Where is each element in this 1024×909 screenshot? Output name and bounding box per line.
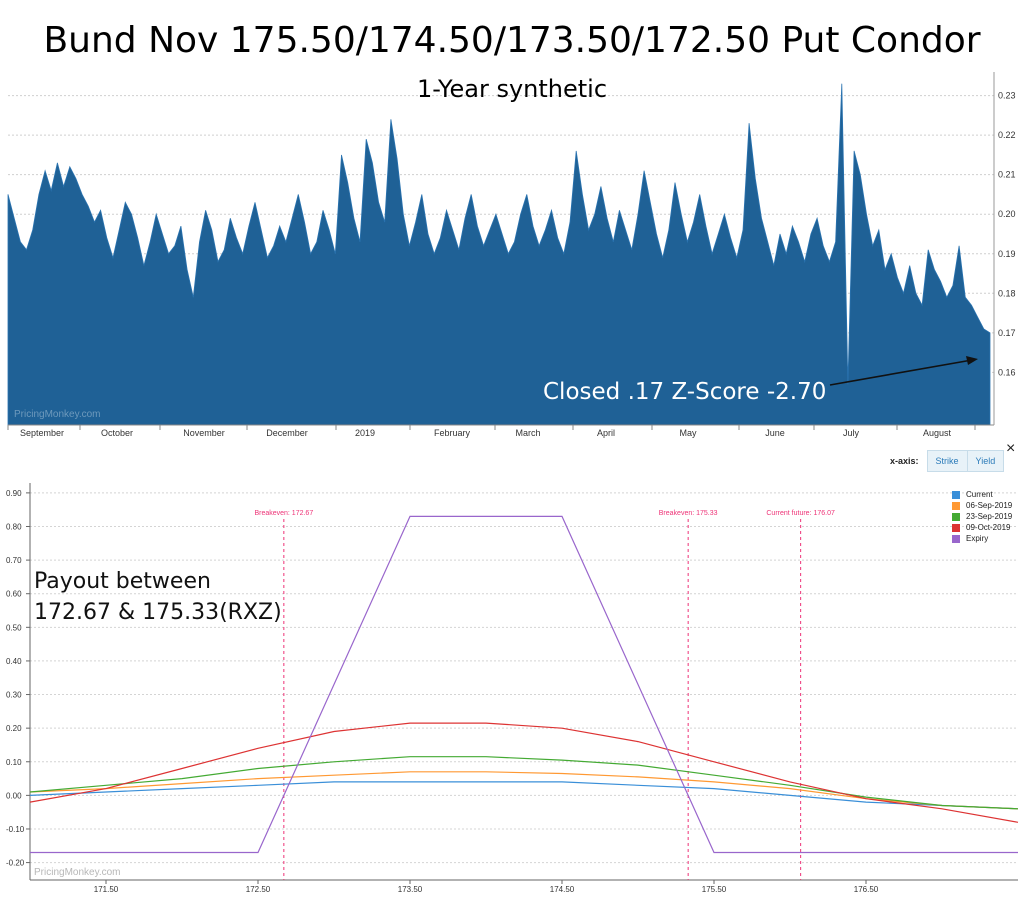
top-y-tick-label: 0.17: [998, 328, 1016, 338]
legend-label: 23-Sep-2019: [966, 512, 1013, 521]
legend-label: 06-Sep-2019: [966, 501, 1013, 510]
legend-item-current[interactable]: Current: [952, 489, 1012, 500]
payout-chart-series: [29, 515, 1019, 854]
payout-chart-x-ticks: 171.50 172.50 173.50 174.50 175.50 176.50: [94, 880, 879, 894]
payout-x-tick-label: 173.50: [398, 885, 423, 894]
payout-y-tick-label: 0.60: [6, 590, 22, 599]
top-chart-y-ticks: 0.23 0.22 0.21 0.20 0.19 0.18 0.17 0.16: [998, 91, 1016, 378]
payout-x-tick-label: 176.50: [854, 885, 879, 894]
x-axis-control: x-axis: Strike Yield: [890, 450, 1005, 472]
top-x-tick-label: June: [765, 428, 785, 438]
top-y-tick-label: 0.23: [998, 91, 1016, 101]
series-line-current: [29, 781, 1019, 810]
top-x-tick-label: December: [266, 428, 308, 438]
legend-swatch: [952, 512, 960, 521]
payout-y-tick-label: -0.10: [6, 825, 25, 834]
top-y-tick-label: 0.20: [998, 209, 1016, 219]
payout-annotation: Payout between 172.67 & 175.33(RXZ): [34, 566, 282, 628]
payout-chart: -0.20 -0.10 0.00 0.10 0.20 0.30 0.40 0.50 0.60 0.…: [6, 483, 1019, 894]
top-x-tick-label: September: [20, 428, 64, 438]
legend-label: Expiry: [966, 534, 989, 543]
payout-chart-watermark: PricingMonkey.com: [34, 867, 121, 878]
top-x-tick-label: August: [923, 428, 952, 438]
chart-title: Bund Nov 175.50/174.50/173.50/172.50 Put…: [43, 20, 981, 61]
legend-item-expiry[interactable]: Expiry: [952, 533, 1012, 544]
payout-line-1: Payout between: [34, 569, 211, 594]
series-line-23-sep-2019: [29, 756, 1019, 810]
top-x-tick-label: February: [434, 428, 471, 438]
payout-chart-gridlines: [30, 492, 1018, 864]
legend: Current 06-Sep-2019 23-Sep-2019 09-Oct-2…: [952, 489, 1012, 544]
top-chart-x-ticks: September October November December 2019 Febr…: [7, 425, 976, 438]
payout-line-2: 172.67 & 175.33(RXZ): [34, 600, 282, 625]
payout-y-tick-label: -0.20: [6, 859, 25, 868]
legend-swatch: [952, 501, 960, 510]
top-x-tick-label: October: [101, 428, 133, 438]
payout-y-tick-label: 0.20: [6, 724, 22, 733]
legend-swatch: [952, 523, 960, 532]
top-chart-area: [7, 83, 991, 426]
payout-x-tick-label: 172.50: [246, 885, 271, 894]
x-axis-label: x-axis:: [890, 456, 919, 466]
top-x-tick-label: March: [515, 428, 540, 438]
top-y-tick-label: 0.19: [998, 249, 1016, 259]
legend-label: 09-Oct-2019: [966, 523, 1011, 532]
top-chart-watermark: PricingMonkey.com: [14, 409, 101, 420]
payout-y-tick-label: 0.50: [6, 623, 22, 632]
top-x-tick-label: November: [183, 428, 225, 438]
payout-chart-axes: [29, 483, 1018, 881]
payout-y-tick-label: 0.00: [6, 791, 22, 800]
payout-y-tick-label: 0.30: [6, 691, 22, 700]
payout-y-tick-label: 0.80: [6, 522, 22, 531]
series-line-09-oct-2019: [29, 722, 1019, 823]
top-y-tick-label: 0.21: [998, 170, 1016, 180]
top-y-tick-label: 0.18: [998, 288, 1016, 298]
top-x-tick-label: May: [679, 428, 697, 438]
payout-y-tick-label: 0.10: [6, 758, 22, 767]
payout-y-tick-label: 0.90: [6, 489, 22, 498]
legend-swatch: [952, 534, 960, 543]
marker-label: Breakeven: 175.33: [659, 510, 718, 517]
top-x-tick-label: 2019: [355, 428, 375, 438]
payout-y-tick-label: 0.40: [6, 657, 22, 666]
strike-button[interactable]: Strike: [926, 450, 968, 472]
top-chart-subtitle: 1-Year synthetic: [417, 75, 607, 103]
annotation-arrow: [829, 359, 973, 386]
annotation-arrowhead: [966, 356, 978, 365]
payout-x-tick-label: 171.50: [94, 885, 119, 894]
series-line-06-sep-2019: [29, 771, 1019, 810]
payout-y-tick-label: 0.70: [6, 556, 22, 565]
legend-swatch: [952, 490, 960, 499]
top-x-tick-label: July: [843, 428, 860, 438]
top-y-tick-label: 0.22: [998, 130, 1016, 140]
top-x-tick-label: April: [597, 428, 615, 438]
legend-item-06-sep[interactable]: 06-Sep-2019: [952, 500, 1012, 511]
legend-item-23-sep[interactable]: 23-Sep-2019: [952, 511, 1012, 522]
payout-x-tick-label: 174.50: [550, 885, 575, 894]
series-line-expiry: [30, 515, 1018, 854]
marker-label: Current future: 176.07: [766, 510, 835, 517]
yield-button[interactable]: Yield: [967, 450, 1005, 472]
legend-item-09-oct[interactable]: 09-Oct-2019: [952, 522, 1012, 533]
top-chart: 0.23 0.22 0.21 0.20 0.19 0.18 0.17 0.16 Septemb…: [7, 72, 1016, 438]
marker-label: Breakeven: 172.67: [254, 510, 313, 517]
top-y-tick-label: 0.16: [998, 367, 1016, 377]
payout-chart-markers: Breakeven: 172.67 Breakeven: 175.33 Curren…: [254, 510, 835, 880]
payout-chart-y-ticks: -0.20 -0.10 0.00 0.10 0.20 0.30 0.40 0.50 0.60 0.…: [6, 489, 30, 868]
payout-x-tick-label: 175.50: [702, 885, 727, 894]
closed-annotation: Closed .17 Z-Score -2.70: [543, 379, 826, 405]
close-icon[interactable]: ×: [1006, 440, 1016, 457]
legend-label: Current: [966, 490, 993, 499]
